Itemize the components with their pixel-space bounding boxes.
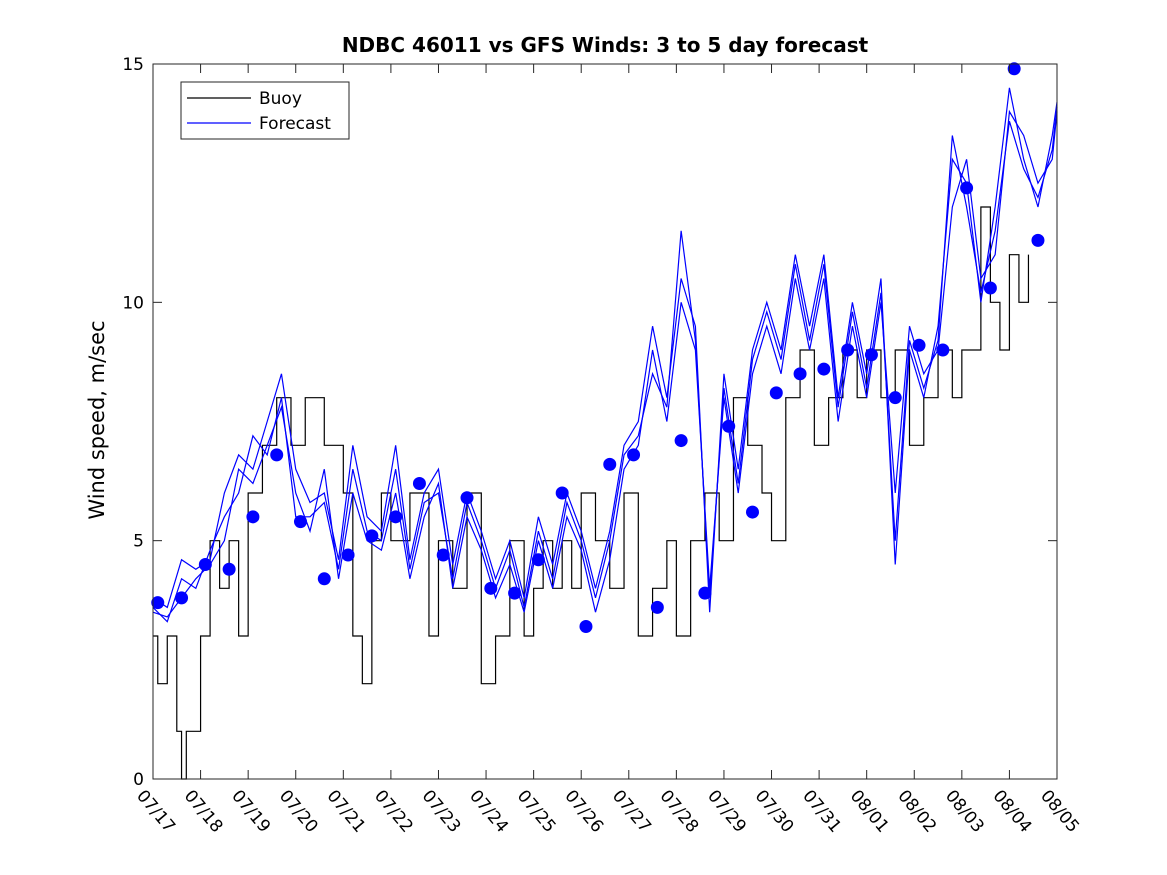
forecast-point (198, 558, 212, 571)
forecast-point (627, 448, 641, 462)
forecast-point (508, 586, 522, 600)
x-tick-label: 07/23 (418, 786, 465, 836)
forecast-point (579, 619, 593, 633)
x-tick-label: 07/29 (703, 786, 750, 836)
legend-box (180, 81, 350, 140)
x-tick-label: 07/25 (513, 786, 560, 836)
forecast-point (817, 362, 831, 376)
forecast-point (650, 600, 664, 614)
x-tick-label: 08/03 (941, 786, 988, 836)
x-tick-label: 08/05 (1036, 786, 1083, 836)
forecast-point (936, 343, 950, 357)
x-tick-label: 07/18 (180, 786, 227, 836)
x-tick-label: 07/30 (751, 786, 798, 836)
forecast-point (841, 343, 855, 357)
buoy-series-line (153, 206, 1030, 780)
legend-label-buoy: Buoy (259, 89, 302, 109)
forecast-point (293, 515, 307, 529)
forecast-point (222, 562, 236, 576)
forecast-point (1007, 62, 1021, 76)
chart-title: NDBC 46011 vs GFS Winds: 3 to 5 day fore… (342, 33, 869, 57)
forecast-point (745, 505, 759, 519)
x-tick-label: 07/26 (560, 786, 607, 836)
forecast-point (1031, 233, 1045, 247)
forecast-point (412, 476, 426, 490)
x-tick-label: 08/01 (846, 786, 893, 836)
x-tick-label: 07/31 (798, 786, 845, 836)
axes-box (152, 63, 1058, 780)
x-tick-label: 07/21 (322, 786, 369, 836)
forecast-point (912, 338, 926, 352)
forecast-point (270, 448, 284, 462)
forecast-point (531, 553, 545, 567)
x-tick-label: 07/19 (227, 786, 274, 836)
x-tick-label: 07/24 (465, 786, 512, 836)
forecast-point (151, 596, 165, 610)
forecast-point (317, 572, 331, 586)
forecast-point (769, 386, 783, 400)
forecast-point (674, 434, 688, 448)
forecast-point (960, 181, 974, 195)
forecast-point (603, 457, 617, 471)
forecast-point (246, 510, 260, 524)
forecast-point (864, 348, 878, 362)
legend-label-forecast: Forecast (259, 114, 331, 134)
forecast-point (722, 419, 736, 433)
x-tick-label: 08/02 (893, 786, 940, 836)
y-tick-label: 5 (133, 532, 144, 552)
forecast-point (698, 586, 712, 600)
x-tick-label: 07/20 (275, 786, 322, 836)
forecast-point (460, 491, 474, 505)
forecast-point (888, 391, 902, 405)
forecast-point (555, 486, 569, 500)
forecast-point (484, 581, 498, 595)
forecast-point (365, 529, 379, 543)
x-tick-label: 07/27 (608, 786, 655, 836)
y-tick-label: 10 (122, 293, 144, 313)
y-tick-label: 15 (122, 55, 144, 75)
forecast-point (793, 367, 807, 381)
y-tick-label: 0 (133, 770, 144, 790)
y-axis-label: Wind speed, m/sec (85, 320, 109, 519)
forecast-point (175, 591, 189, 605)
x-tick-label: 07/17 (132, 786, 179, 836)
forecast-point (341, 548, 355, 562)
x-tick-label: 08/04 (989, 786, 1036, 836)
forecast-point (389, 510, 403, 524)
forecast-point (983, 281, 997, 295)
x-tick-label: 07/22 (370, 786, 417, 836)
x-tick-label: 07/28 (656, 786, 703, 836)
forecast-point (436, 548, 450, 562)
forecast-3-series-line (152, 106, 1058, 623)
forecast-2-series-line (152, 87, 1058, 613)
